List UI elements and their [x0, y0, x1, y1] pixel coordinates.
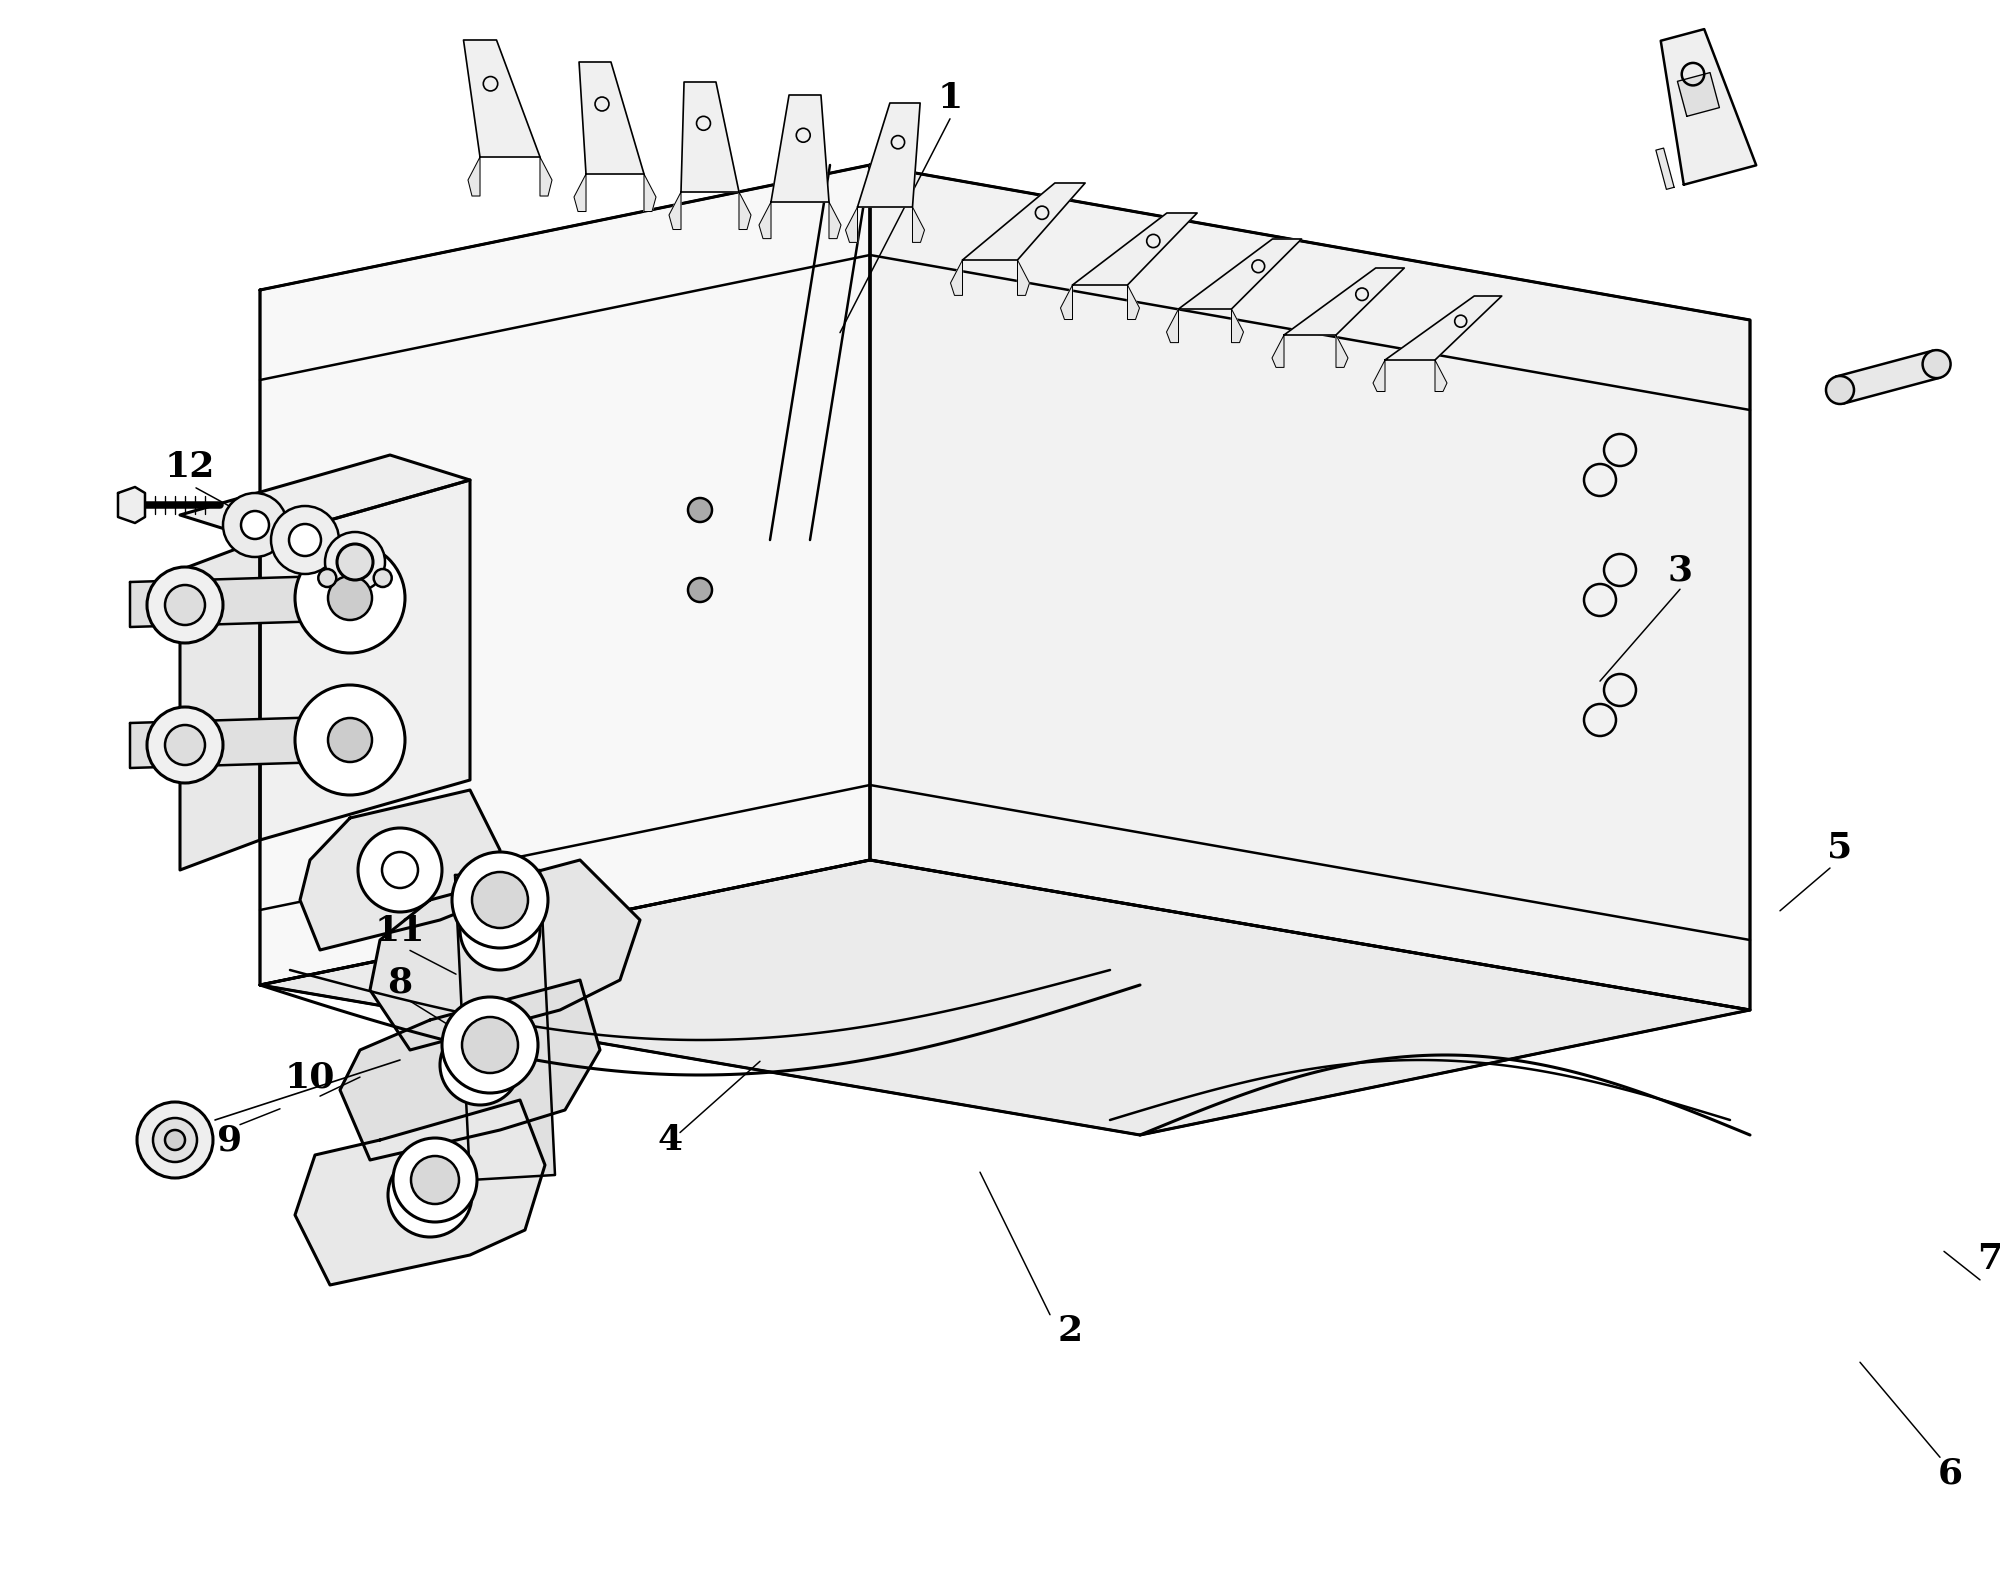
Circle shape	[688, 497, 712, 523]
Polygon shape	[1384, 296, 1502, 360]
Circle shape	[296, 543, 406, 653]
Text: 8: 8	[388, 965, 412, 1000]
Circle shape	[242, 512, 270, 539]
Polygon shape	[130, 716, 360, 768]
Polygon shape	[644, 174, 656, 212]
Polygon shape	[870, 165, 1750, 1011]
Text: 7: 7	[1978, 1242, 2000, 1277]
Polygon shape	[830, 203, 842, 239]
Polygon shape	[1178, 239, 1302, 309]
Circle shape	[328, 718, 372, 762]
Text: 11: 11	[374, 914, 426, 949]
Polygon shape	[180, 540, 260, 870]
Polygon shape	[1166, 309, 1178, 342]
Polygon shape	[300, 790, 500, 950]
Circle shape	[290, 524, 322, 556]
Polygon shape	[670, 192, 682, 230]
Polygon shape	[1678, 73, 1720, 116]
Polygon shape	[574, 174, 586, 212]
Circle shape	[326, 532, 386, 592]
Text: 10: 10	[284, 1060, 336, 1095]
Polygon shape	[1232, 309, 1244, 342]
Circle shape	[388, 1153, 472, 1237]
Polygon shape	[1660, 29, 1756, 185]
Polygon shape	[118, 486, 146, 523]
Polygon shape	[260, 165, 870, 985]
Polygon shape	[468, 157, 480, 196]
Circle shape	[462, 1017, 518, 1072]
Polygon shape	[682, 82, 740, 192]
Polygon shape	[456, 870, 556, 1180]
Polygon shape	[1018, 260, 1030, 295]
Text: 12: 12	[164, 450, 216, 485]
Text: 6: 6	[1938, 1456, 1962, 1491]
Circle shape	[166, 1129, 186, 1150]
Circle shape	[412, 1156, 460, 1204]
Text: 4: 4	[658, 1123, 682, 1158]
Circle shape	[1922, 350, 1950, 379]
Circle shape	[452, 852, 548, 947]
Polygon shape	[950, 260, 962, 295]
Circle shape	[1826, 375, 1854, 404]
Circle shape	[472, 873, 528, 928]
Polygon shape	[912, 208, 924, 242]
Polygon shape	[296, 1099, 546, 1285]
Polygon shape	[1060, 285, 1072, 320]
Circle shape	[460, 890, 540, 969]
Circle shape	[138, 1102, 214, 1178]
Polygon shape	[540, 157, 552, 196]
Circle shape	[338, 543, 374, 580]
Circle shape	[374, 569, 392, 588]
Polygon shape	[260, 860, 1750, 1136]
Polygon shape	[846, 208, 858, 242]
Polygon shape	[760, 203, 772, 239]
Text: 3: 3	[1668, 553, 1692, 588]
Polygon shape	[772, 95, 830, 203]
Text: 9: 9	[218, 1123, 242, 1158]
Polygon shape	[740, 192, 752, 230]
Polygon shape	[1372, 360, 1384, 391]
Polygon shape	[1272, 334, 1284, 367]
Circle shape	[166, 725, 206, 765]
Polygon shape	[1336, 334, 1348, 367]
Polygon shape	[370, 860, 640, 1050]
Polygon shape	[1284, 268, 1404, 334]
Circle shape	[394, 1137, 478, 1221]
Polygon shape	[1128, 285, 1140, 320]
Polygon shape	[580, 62, 644, 174]
Text: 2: 2	[1058, 1313, 1082, 1348]
Polygon shape	[340, 980, 600, 1159]
Polygon shape	[1656, 147, 1674, 190]
Circle shape	[154, 1118, 198, 1163]
Circle shape	[224, 493, 288, 558]
Polygon shape	[1836, 350, 1940, 404]
Circle shape	[328, 577, 372, 619]
Text: 1: 1	[938, 81, 962, 116]
Circle shape	[166, 584, 206, 626]
Circle shape	[296, 684, 406, 795]
Circle shape	[442, 996, 538, 1093]
Circle shape	[688, 578, 712, 602]
Polygon shape	[260, 480, 470, 840]
Polygon shape	[858, 103, 920, 208]
Polygon shape	[130, 575, 360, 627]
Polygon shape	[180, 455, 470, 540]
Polygon shape	[1072, 212, 1198, 285]
Polygon shape	[1436, 360, 1448, 391]
Circle shape	[358, 828, 442, 912]
Circle shape	[318, 569, 336, 588]
Circle shape	[272, 505, 340, 573]
Polygon shape	[962, 184, 1086, 260]
Circle shape	[148, 706, 224, 782]
Polygon shape	[464, 40, 540, 157]
Circle shape	[148, 567, 224, 643]
Circle shape	[440, 1025, 520, 1106]
Text: 5: 5	[1828, 830, 1852, 865]
